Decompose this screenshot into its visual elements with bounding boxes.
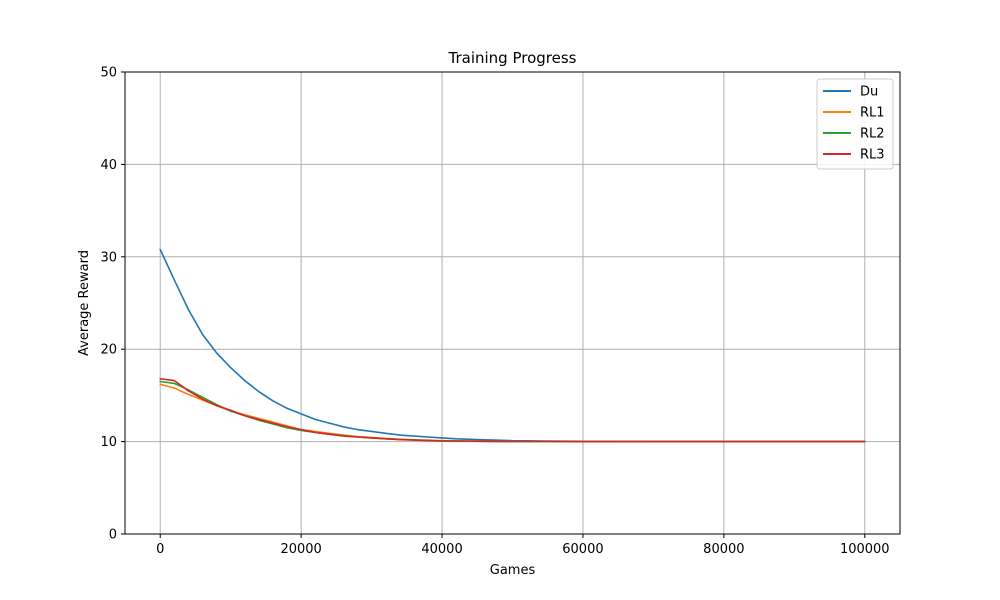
x-tick-label: 20000 [280, 542, 321, 557]
y-tick-label: 10 [100, 435, 117, 450]
series-line-rl3 [159, 377, 866, 443]
legend-label-rl1: RL1 [860, 106, 885, 121]
y-tick-label: 40 [100, 158, 117, 173]
x-tick-label: 100000 [840, 542, 890, 557]
legend-label-du: Du [860, 85, 878, 100]
legend: Du RL1 RL2 RL3 [816, 78, 894, 170]
y-tick-label: 20 [100, 343, 117, 358]
x-tick-label: 40000 [421, 542, 462, 557]
series-lines [159, 248, 866, 443]
plot-frame [124, 71, 901, 535]
y-tick-label: 30 [100, 250, 117, 265]
legend-label-rl3: RL3 [860, 148, 885, 163]
y-axis-title: Average Reward [77, 250, 92, 356]
axis-ticks: 0 20000 40000 60000 80000 100000 0 10 20 30 40 50 [100, 66, 889, 558]
legend-box [816, 78, 894, 170]
chart-title: Training Progress [448, 49, 577, 67]
x-axis-title: Games [490, 563, 536, 578]
y-tick-label: 50 [100, 66, 117, 81]
legend-label-rl2: RL2 [860, 127, 885, 142]
y-tick-label: 0 [109, 528, 117, 543]
x-tick-label: 80000 [703, 542, 744, 557]
x-tick-label: 60000 [562, 542, 603, 557]
x-tick-label: 0 [156, 542, 164, 557]
